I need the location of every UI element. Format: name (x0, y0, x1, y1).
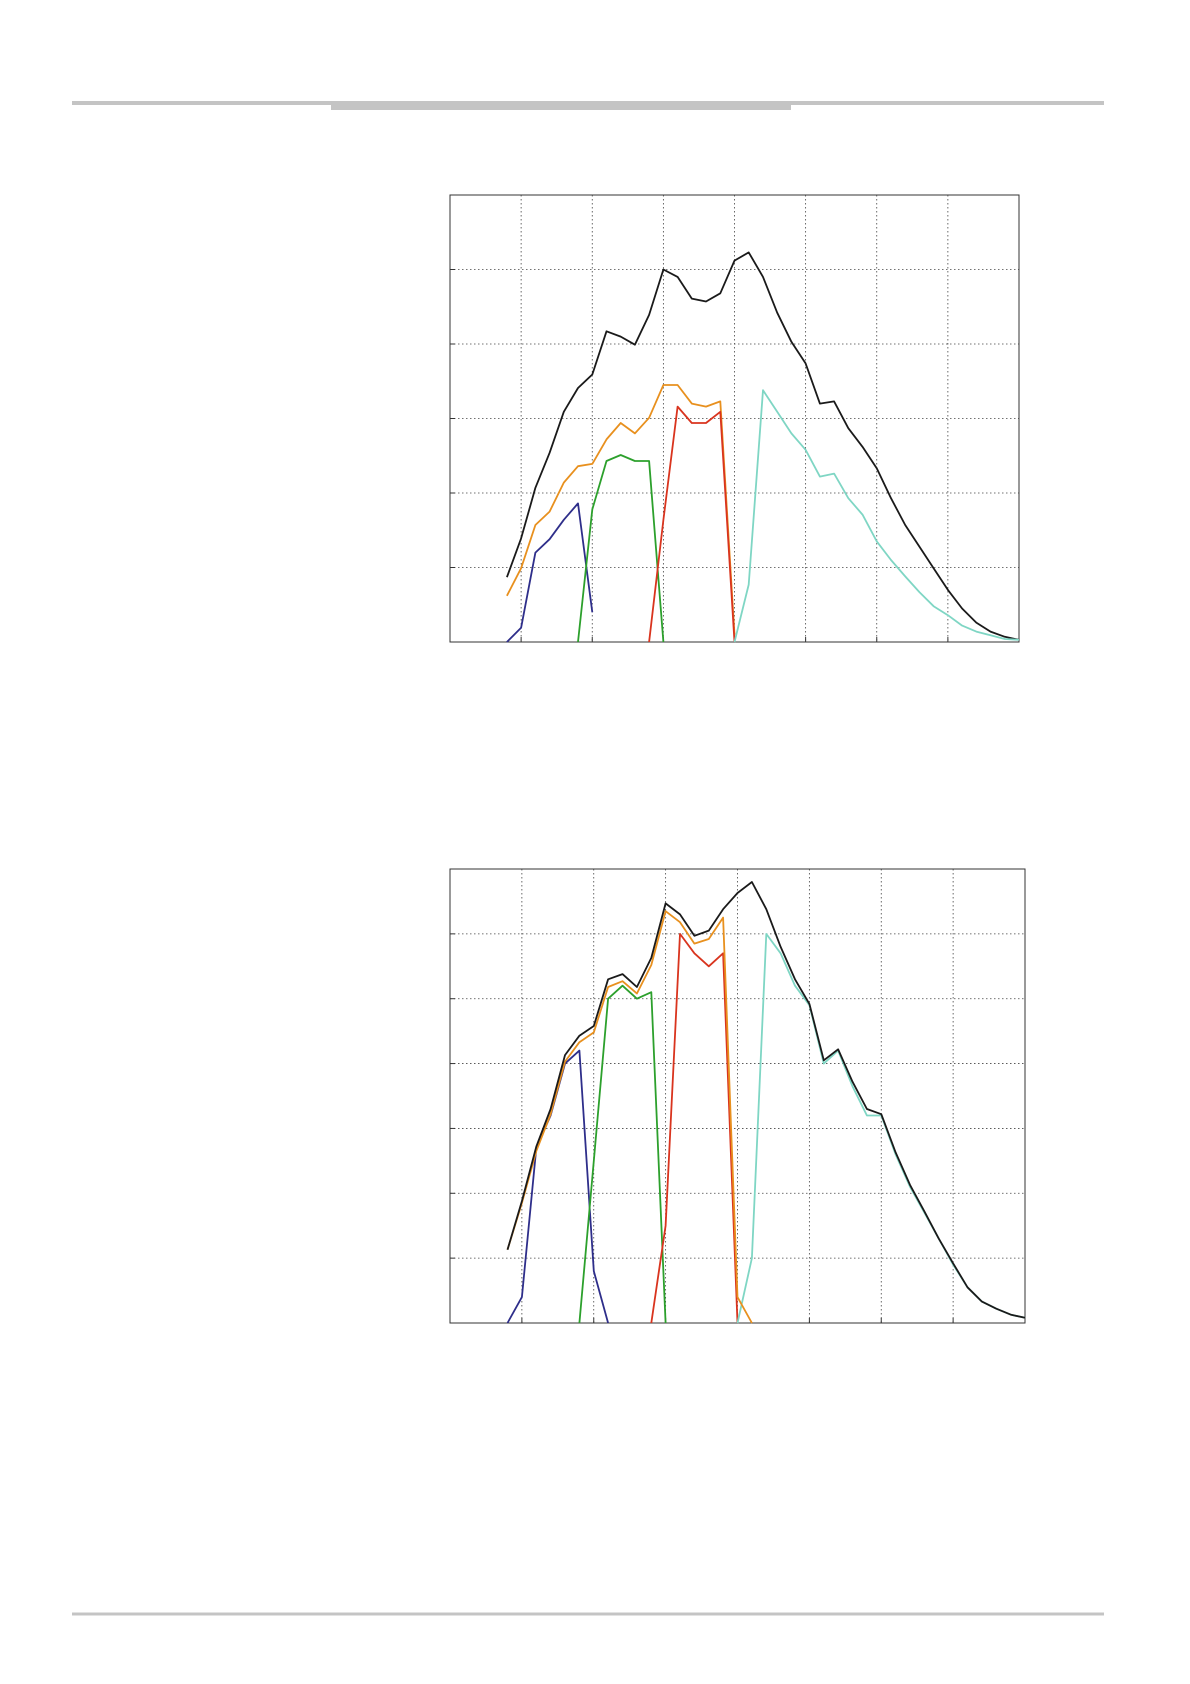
series-line (733, 389, 1020, 643)
series-line (648, 405, 736, 643)
chart (449, 194, 1020, 643)
series-line (577, 454, 665, 643)
series-line (506, 502, 594, 643)
chart (449, 868, 1026, 1324)
series-line (506, 384, 736, 635)
series-line (506, 251, 1020, 641)
series-line (506, 881, 1026, 1319)
header-tab (331, 102, 791, 110)
series-line (578, 984, 667, 1324)
series-line (650, 933, 739, 1324)
series-line (506, 910, 753, 1324)
